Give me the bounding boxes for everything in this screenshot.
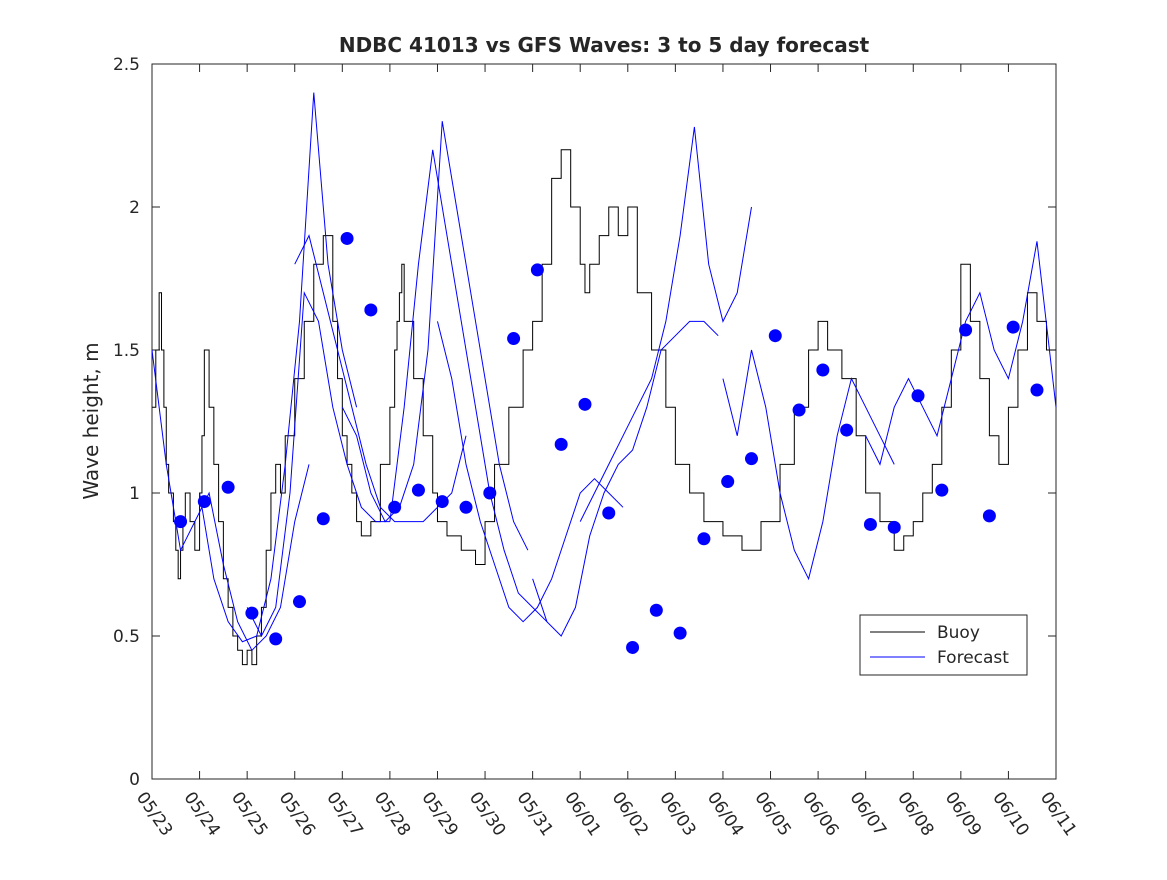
- forecast-line: [294, 234, 467, 523]
- y-axis-label: Wave height, m: [79, 342, 103, 499]
- forecast-marker: [982, 509, 996, 523]
- forecast-marker: [863, 517, 877, 531]
- forecast-marker: [316, 512, 330, 526]
- axes-box: [151, 63, 1057, 780]
- y-tick-label: 2: [129, 198, 140, 218]
- forecast-marker: [721, 475, 735, 489]
- legend-forecast-label: Forecast: [937, 648, 1009, 668]
- forecast-marker: [840, 423, 854, 437]
- forecast-marker: [935, 483, 949, 497]
- forecast-marker: [887, 520, 901, 534]
- forecast-line: [579, 126, 752, 522]
- forecast-line: [151, 349, 310, 652]
- forecast-marker: [269, 632, 283, 646]
- forecast-marker: [174, 515, 188, 529]
- forecast-line: [865, 241, 1057, 466]
- forecast-marker: [911, 389, 925, 403]
- forecast-marker: [768, 329, 782, 343]
- forecast-marker: [1006, 320, 1020, 334]
- forecast-marker: [602, 506, 616, 520]
- forecast-line: [199, 92, 358, 643]
- forecast-line: [436, 321, 624, 623]
- forecast-marker: [649, 603, 663, 617]
- forecast-marker: [530, 263, 544, 277]
- legend-buoy-label: Buoy: [937, 623, 980, 643]
- buoy-line: [152, 149, 1056, 666]
- chart-title: NDBC 41013 vs GFS Waves: 3 to 5 day fore…: [339, 33, 870, 57]
- forecast-line: [246, 290, 390, 638]
- forecast-line: [532, 320, 719, 637]
- forecast-marker: [673, 626, 687, 640]
- legend-box: [859, 614, 1028, 676]
- forecast-marker: [578, 397, 592, 411]
- forecast-marker: [507, 332, 521, 346]
- forecast-marker: [197, 495, 211, 509]
- forecast-line: [389, 149, 548, 623]
- y-tick-label: 2.5: [113, 55, 140, 75]
- forecast-marker: [744, 452, 758, 466]
- forecast-marker: [221, 480, 235, 494]
- forecast-marker: [816, 363, 830, 377]
- forecast-marker: [697, 532, 711, 546]
- y-tick-label: 1.5: [113, 341, 140, 361]
- y-tick-label: 0: [129, 770, 140, 790]
- forecast-marker: [340, 231, 354, 245]
- forecast-marker: [388, 500, 402, 514]
- forecast-line: [341, 121, 529, 551]
- forecast-marker: [411, 483, 425, 497]
- forecast-marker: [483, 486, 497, 500]
- forecast-line: [722, 349, 895, 581]
- forecast-marker: [1030, 383, 1044, 397]
- forecast-marker: [435, 495, 449, 509]
- legend: Buoy Forecast: [859, 614, 1028, 676]
- forecast-marker: [626, 640, 640, 654]
- y-tick-label: 0.5: [113, 627, 140, 647]
- y-tick-label: 1: [129, 484, 140, 504]
- forecast-marker: [364, 303, 378, 317]
- forecast-marker: [554, 437, 568, 451]
- forecast-marker: [459, 500, 473, 514]
- forecast-marker: [959, 323, 973, 337]
- forecast-marker: [292, 595, 306, 609]
- forecast-marker: [245, 606, 259, 620]
- forecast-marker: [792, 403, 806, 417]
